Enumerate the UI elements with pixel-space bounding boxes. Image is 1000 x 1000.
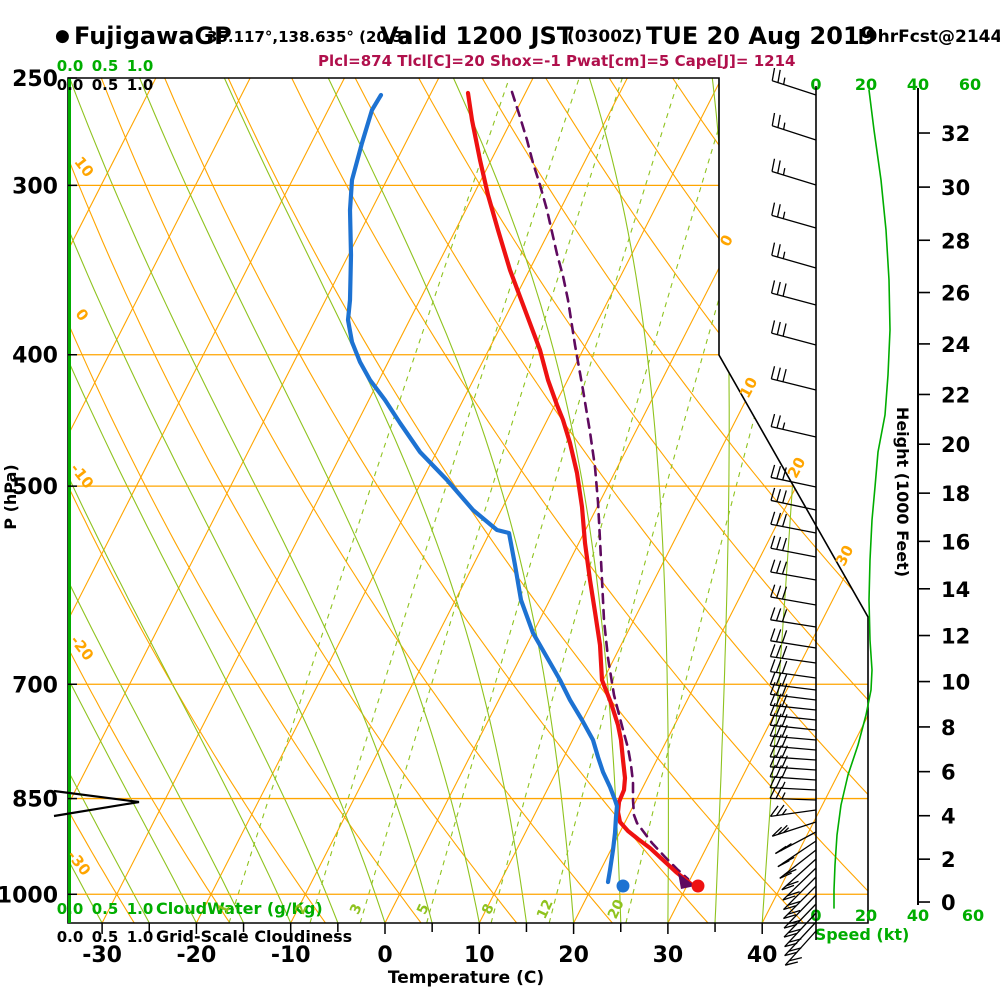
svg-text:40: 40 <box>907 906 929 925</box>
svg-text:0: 0 <box>377 943 392 968</box>
wind-speed-profile-trace <box>833 89 891 909</box>
station-bullet-icon: ● <box>55 26 70 46</box>
svg-text:Speed (kt): Speed (kt) <box>815 925 910 944</box>
svg-text:18: 18 <box>941 482 970 506</box>
svg-text:8: 8 <box>941 716 956 740</box>
svg-text:0.5: 0.5 <box>92 928 119 946</box>
cloudiness-scale: 0.00.00.50.51.01.0 Grid-Scale Cloudiness <box>57 76 352 946</box>
speed-axis: 0 0 20 20 40 40 60 60 Speed (kt) <box>810 75 984 944</box>
svg-text:20: 20 <box>605 897 628 922</box>
wind-barbs <box>769 67 817 966</box>
svg-text:300: 300 <box>12 174 58 199</box>
svg-text:P (hPa): P (hPa) <box>1 464 20 529</box>
svg-text:26: 26 <box>941 282 970 306</box>
svg-text:0.0: 0.0 <box>57 76 84 94</box>
moist-adiabat-lines <box>68 78 813 923</box>
temperature-axis: -30 -20 -10 0 10 20 30 40 Temperature (C) <box>82 923 778 988</box>
svg-text:60: 60 <box>959 75 981 94</box>
svg-text:8: 8 <box>479 902 498 918</box>
svg-text:12: 12 <box>941 625 970 649</box>
parcel-arrowhead <box>678 873 695 889</box>
svg-text:-20: -20 <box>67 632 98 664</box>
valid-date: TUE 20 Aug 2019 <box>646 22 877 50</box>
svg-text:0: 0 <box>72 305 93 324</box>
svg-text:14: 14 <box>941 578 970 602</box>
surface-temperature-dot <box>691 879 705 893</box>
stability-params: Plcl=874 Tlcl[C]=20 Shox=-1 Pwat[cm]=5 C… <box>318 52 796 70</box>
isobar-lines <box>68 184 868 895</box>
svg-text:32: 32 <box>941 122 970 146</box>
svg-text:Height (1000 Feet): Height (1000 Feet) <box>893 407 912 577</box>
svg-text:850: 850 <box>12 788 58 813</box>
mixing-ratio-lines <box>228 78 849 923</box>
svg-text:1.0: 1.0 <box>127 76 154 94</box>
svg-text:24: 24 <box>941 333 970 357</box>
svg-text:1000: 1000 <box>0 883 58 908</box>
svg-text:250: 250 <box>12 67 58 92</box>
svg-text:0.0: 0.0 <box>57 57 84 75</box>
svg-text:0.5: 0.5 <box>92 900 119 918</box>
forecast-info: [9hrFcst@2144z] <box>858 27 1000 47</box>
svg-text:20: 20 <box>855 75 877 94</box>
svg-text:Grid-Scale Cloudiness: Grid-Scale Cloudiness <box>156 927 352 946</box>
svg-text:40: 40 <box>747 943 778 968</box>
svg-text:Temperature (C): Temperature (C) <box>388 968 544 988</box>
svg-text:0.0: 0.0 <box>57 900 84 918</box>
svg-text:22: 22 <box>941 383 970 407</box>
dewpoint-trace <box>345 92 620 885</box>
dry-adiabat-lines <box>68 78 868 923</box>
svg-text:20: 20 <box>855 906 877 925</box>
temperature-trace <box>465 90 694 887</box>
svg-text:20: 20 <box>558 943 589 968</box>
station-name: FujigawaGP <box>74 22 232 50</box>
svg-text:10: 10 <box>464 943 495 968</box>
svg-text:12: 12 <box>534 897 557 921</box>
svg-text:4: 4 <box>941 805 956 829</box>
surface-dewpoint-dot <box>616 879 630 893</box>
svg-text:-30: -30 <box>82 943 122 968</box>
svg-text:30: 30 <box>832 542 858 569</box>
svg-text:40: 40 <box>907 75 929 94</box>
svg-text:-10: -10 <box>271 943 311 968</box>
svg-text:-20: -20 <box>177 943 217 968</box>
cloudwater-scale: 0.00.00.50.51.01.0 CloudWater (g/Kg) <box>57 57 323 918</box>
svg-text:-10: -10 <box>67 460 98 492</box>
svg-text:700: 700 <box>12 673 58 698</box>
svg-text:10: 10 <box>941 671 970 695</box>
svg-text:10: 10 <box>70 153 97 181</box>
svg-text:1.0: 1.0 <box>127 928 154 946</box>
svg-text:20: 20 <box>941 433 970 457</box>
pressure-axis: 250 300 400 500 700 850 1000 P (hPa) <box>0 67 77 908</box>
level-marker-wedge <box>53 789 140 818</box>
svg-text:0.5: 0.5 <box>92 76 119 94</box>
svg-text:60: 60 <box>962 906 984 925</box>
svg-text:30: 30 <box>941 176 970 200</box>
svg-text:400: 400 <box>12 344 58 369</box>
svg-text:10: 10 <box>736 374 762 401</box>
svg-text:28: 28 <box>941 229 970 253</box>
svg-text:1.0: 1.0 <box>127 900 154 918</box>
parcel-path-trace <box>510 90 690 881</box>
svg-text:0: 0 <box>810 75 821 94</box>
svg-text:3: 3 <box>347 902 366 918</box>
svg-text:CloudWater (g/Kg): CloudWater (g/Kg) <box>156 899 323 918</box>
station-coords: 35.117°,138.635° (20,3) <box>207 28 410 46</box>
background-grid <box>68 78 868 923</box>
svg-text:30: 30 <box>653 943 684 968</box>
svg-text:16: 16 <box>941 530 970 554</box>
svg-text:6: 6 <box>941 761 956 785</box>
valid-time: Valid 1200 JST <box>380 22 574 50</box>
svg-text:1.0: 1.0 <box>127 57 154 75</box>
svg-text:0.5: 0.5 <box>92 57 119 75</box>
svg-text:2: 2 <box>941 848 956 872</box>
svg-text:0.0: 0.0 <box>57 928 84 946</box>
svg-text:0: 0 <box>941 891 956 915</box>
valid-time-z: (0300Z) <box>567 27 643 47</box>
svg-text:500: 500 <box>12 475 58 500</box>
